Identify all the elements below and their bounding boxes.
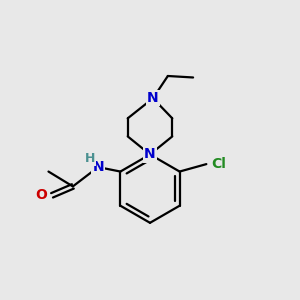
Text: O: O: [36, 188, 48, 202]
Text: Cl: Cl: [212, 157, 226, 171]
Text: N: N: [147, 91, 159, 105]
Text: N: N: [92, 160, 104, 174]
Text: N: N: [144, 148, 156, 161]
Text: H: H: [85, 152, 95, 165]
